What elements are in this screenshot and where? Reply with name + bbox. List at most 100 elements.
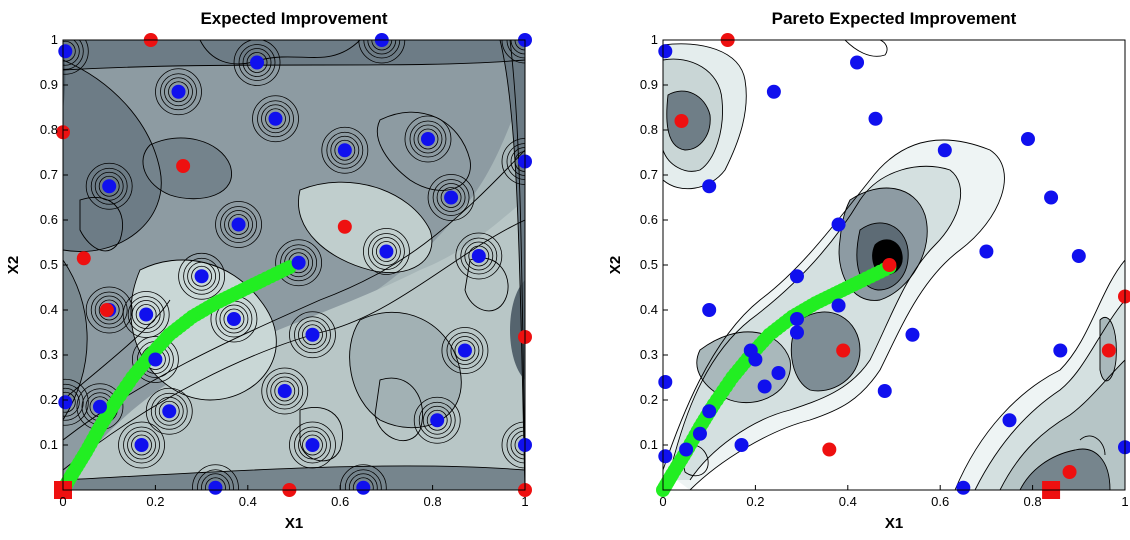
- ei-blue-point: [58, 395, 73, 410]
- pei-ytick-label: 0.1: [640, 437, 658, 452]
- ei-xlabel: X1: [285, 515, 303, 532]
- ei-blue-point: [457, 343, 472, 358]
- pei-blue-point: [1002, 413, 1017, 428]
- ei-xtick-label: 0.6: [331, 494, 349, 509]
- ei-ring: [90, 291, 128, 329]
- ei-ring: [446, 332, 484, 369]
- ei-ring: [409, 120, 447, 158]
- ei-ring: [280, 244, 318, 282]
- ei-ring: [242, 48, 272, 77]
- ei-ring: [257, 100, 294, 138]
- ei-blue-point: [58, 44, 73, 59]
- ei-contour-lines: [63, 40, 525, 490]
- ei-ring: [454, 340, 476, 361]
- ei-ring: [348, 473, 378, 490]
- ei-ring: [127, 430, 156, 460]
- ei-ring: [514, 151, 525, 172]
- pei-ytick-label: 0.8: [640, 122, 658, 137]
- ei-blue-point: [134, 438, 149, 452]
- pei-ytick-label: 0.5: [640, 257, 658, 272]
- ei-ring: [275, 239, 323, 287]
- ei-ring: [510, 430, 525, 460]
- ei-ring: [344, 469, 382, 490]
- ei-blue-point: [277, 384, 292, 398]
- pei-xtick-label: 0.8: [1024, 494, 1042, 509]
- pei-blue-point: [766, 84, 781, 99]
- pei-blue-point: [868, 111, 883, 126]
- pei-blue-point: [831, 298, 846, 313]
- ei-ytick-label: 0.4: [40, 302, 58, 317]
- ei-ring: [468, 245, 490, 267]
- ei-red-point: [99, 303, 114, 317]
- ei-ring: [302, 324, 323, 346]
- ei-ring: [427, 174, 475, 221]
- pei-red-point: [1062, 465, 1077, 479]
- ei-ring: [358, 40, 406, 64]
- ei-ring: [261, 367, 309, 415]
- ei-ring: [302, 434, 323, 456]
- ei-ring: [455, 232, 503, 280]
- ei-ring: [201, 473, 230, 490]
- pei-blue-point: [789, 325, 804, 340]
- ei-ring: [155, 68, 202, 116]
- pei-red-point: [674, 114, 689, 128]
- ei-ring: [298, 320, 327, 350]
- ei-ring: [363, 40, 401, 59]
- ei-ring: [85, 162, 133, 210]
- ei-blue-point: [250, 55, 265, 70]
- ei-ring: [122, 291, 170, 338]
- ei-ring: [298, 430, 327, 460]
- pei-red-point: [836, 343, 851, 358]
- pei-blue-point: [679, 442, 694, 457]
- pei-ytick-label: 0.2: [640, 392, 658, 407]
- pei-markers: [656, 33, 1130, 499]
- ei-ytick-label: 0.7: [40, 167, 58, 182]
- ei-ring: [432, 179, 470, 216]
- ei-ring: [266, 372, 304, 410]
- ei-xtick-label: 0.4: [239, 494, 257, 509]
- pei-blue-point: [702, 179, 717, 194]
- ei-blue-point: [471, 249, 486, 263]
- ei-ring: [145, 387, 193, 435]
- pei-blue-point: [877, 384, 892, 398]
- ei-ring: [422, 405, 452, 435]
- ei-blue-point: [162, 404, 177, 419]
- ei-blue-point: [420, 132, 435, 146]
- ei-ring: [294, 426, 331, 464]
- ei-ring: [131, 434, 152, 456]
- ei-ring: [90, 167, 128, 205]
- ei-ring: [98, 299, 120, 321]
- ei-ring: [510, 147, 525, 176]
- ei-ring: [371, 40, 393, 51]
- ei-blue-point: [305, 438, 320, 452]
- ei-ring: [436, 183, 466, 212]
- pei-blue-point: [658, 375, 673, 389]
- ei-ring: [197, 469, 234, 490]
- ei-ring: [63, 378, 89, 426]
- ei-ring: [135, 304, 157, 325]
- ei-red-point: [76, 251, 91, 266]
- ei-ring: [233, 40, 281, 86]
- ei-blue-point: [208, 480, 223, 495]
- ei-ring: [94, 171, 124, 201]
- pei-xtick-label: 0.4: [839, 494, 857, 509]
- pei-blue-point: [702, 303, 717, 317]
- ei-ring: [187, 261, 217, 291]
- ei-xtick-label: 1: [521, 494, 528, 509]
- ei-ring: [270, 376, 300, 406]
- pei-xtick-label: 1: [1121, 494, 1128, 509]
- ei-ring: [238, 44, 276, 81]
- pei-xlabel: X1: [885, 515, 903, 532]
- pei-contour-lines: [663, 40, 1125, 490]
- ei-ring: [464, 241, 494, 271]
- ei-ring: [160, 73, 197, 111]
- ei-ring: [63, 391, 76, 413]
- pei-title: Pareto Expected Improvement: [772, 9, 1017, 28]
- pei-blue-point: [937, 143, 952, 158]
- pei-red-point: [1118, 289, 1130, 304]
- ei-blue-point: [92, 399, 107, 414]
- pei-red-point: [882, 258, 897, 272]
- ei-ring: [118, 421, 165, 469]
- pei-xtick-label: 0.6: [931, 494, 949, 509]
